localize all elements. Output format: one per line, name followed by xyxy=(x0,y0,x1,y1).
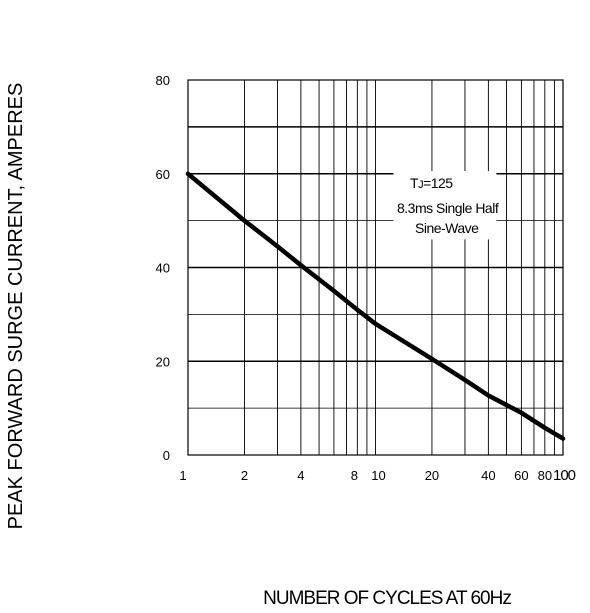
x-tick-label: 40 xyxy=(481,468,495,483)
y-tick-label: 60 xyxy=(156,167,170,182)
x-tick-label: 1 xyxy=(179,468,186,483)
grid xyxy=(188,80,563,455)
x-tick-label: 10 xyxy=(371,468,385,483)
y-tick-label: 20 xyxy=(156,354,170,369)
y-tick-label: 40 xyxy=(156,261,170,276)
annotation-line-3: Sine-Wave xyxy=(415,220,479,236)
annotation-box: TJ=125 8.3ms Single Half Sine-Wave xyxy=(393,171,499,240)
y-tick-label: 80 xyxy=(156,73,170,88)
x-tick-label: 20 xyxy=(425,468,439,483)
y-tick-label: 0 xyxy=(163,448,170,463)
x-tick-label: 100 xyxy=(553,467,576,484)
x-tick-label: 80 xyxy=(538,468,552,483)
x-tick-label: 60 xyxy=(514,468,528,483)
annotation-line-2: 8.3ms Single Half xyxy=(397,200,499,216)
annotation-line-1: TJ=125 xyxy=(410,175,453,191)
annotation-background xyxy=(393,171,497,240)
x-axis-label: NUMBER OF CYCLES AT 60Hz xyxy=(263,588,511,609)
x-tick-label: 4 xyxy=(297,468,304,483)
surge-current-curve xyxy=(185,171,566,441)
y-axis-label: PEAK FORWARD SURGE CURRENT, AMPERES xyxy=(5,83,27,530)
x-tick-label: 2 xyxy=(241,468,248,483)
series-layer xyxy=(185,171,566,441)
x-tick-label: 8 xyxy=(351,468,358,483)
